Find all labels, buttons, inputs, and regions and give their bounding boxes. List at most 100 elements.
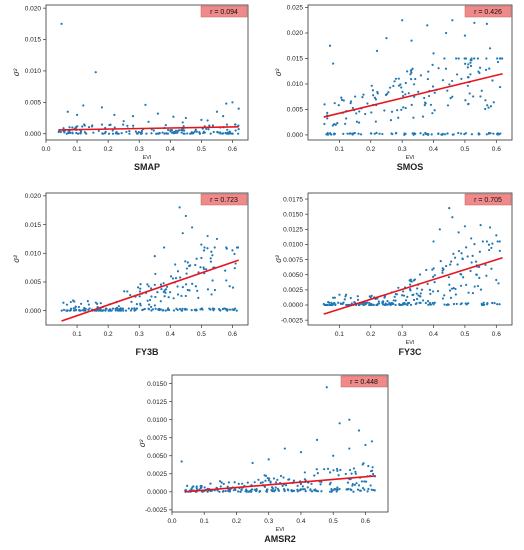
scatter-point [153, 255, 156, 258]
x-tick-label: 0.3 [135, 146, 144, 153]
scatter-point [234, 262, 237, 265]
scatter-point [350, 472, 353, 475]
scatter-point [354, 470, 357, 473]
scatter-point [446, 89, 449, 92]
scatter-point [170, 129, 174, 132]
scatter-point [499, 57, 502, 60]
x-tick-label: 0.6 [228, 146, 237, 153]
scatter-point [329, 481, 332, 484]
scatter-point [488, 47, 492, 50]
scatter-point [229, 132, 232, 135]
scatter-point [222, 489, 225, 493]
scatter-point [87, 125, 91, 129]
scatter-point [466, 84, 469, 87]
scatter-point [185, 308, 188, 311]
scatter-point [240, 488, 243, 492]
scatter-point [197, 296, 200, 299]
scatter-point [394, 299, 397, 302]
scatter-point [233, 481, 236, 484]
scatter-point [488, 226, 492, 229]
scatter-point [237, 127, 240, 131]
scatter-point [438, 228, 441, 231]
scatter-point [303, 471, 306, 474]
scatter-point [97, 309, 100, 312]
scatter-point [452, 252, 455, 255]
scatter-point [462, 276, 465, 279]
scatter-point [354, 95, 357, 98]
x-tick-label: 0.2 [366, 146, 375, 153]
scatter-point [172, 309, 176, 312]
scatter-point [336, 486, 339, 489]
scatter-point [101, 309, 104, 312]
x-tick-label: 0.2 [232, 518, 241, 525]
scatter-point [147, 120, 150, 123]
scatter-point [245, 490, 248, 493]
scatter-point [399, 83, 402, 86]
scatter-point [342, 132, 345, 135]
scatter-point [316, 472, 319, 475]
scatter-point [451, 19, 454, 22]
scatter-point [74, 305, 77, 309]
scatter-point [215, 237, 219, 241]
scatter-point [153, 304, 157, 307]
scatter-point [409, 73, 412, 76]
scatter-point [410, 103, 413, 106]
scatter-point [361, 463, 364, 466]
scatter-point [444, 31, 448, 35]
scatter-point [485, 57, 488, 60]
scatter-point [315, 438, 319, 441]
scatter-point [150, 287, 153, 290]
scatter-point [355, 120, 359, 123]
x-tick-label: 0.1 [73, 331, 82, 338]
scatter-point [432, 303, 435, 306]
scatter-point [225, 102, 228, 105]
scatter-point [413, 95, 416, 98]
scatter-point [199, 266, 202, 269]
x-tick-label: 0.2 [104, 331, 113, 338]
scatter-point [164, 309, 167, 312]
scatter-point [225, 279, 228, 282]
scatter-point [343, 298, 346, 301]
scatter-point [432, 275, 435, 278]
scatter-point [206, 288, 210, 291]
scatter-point [231, 101, 234, 104]
scatter-point [348, 447, 351, 450]
scatter-point [180, 294, 183, 298]
scatter-point [484, 68, 488, 71]
scatter-point [146, 299, 149, 302]
y-tick-label: 0.015 [287, 56, 304, 63]
scatter-point [404, 93, 407, 96]
scatter-point [127, 307, 130, 310]
scatter-point [429, 303, 433, 306]
scatter-point [374, 98, 378, 101]
x-tick-label: 0.5 [197, 331, 206, 338]
scatter-point [356, 295, 359, 298]
scatter-point [281, 484, 284, 487]
scatter-point [342, 99, 345, 102]
scatter-point [194, 285, 197, 288]
scatter-point [134, 308, 137, 312]
scatter-point [266, 476, 269, 480]
scatter-point [496, 240, 499, 243]
scatter-point [210, 293, 213, 296]
scatter-point [402, 106, 405, 109]
scatter-point [203, 486, 206, 489]
scatter-point [478, 66, 482, 69]
scatter-point [190, 308, 193, 312]
scatter-point [476, 57, 480, 60]
scatter-point [498, 85, 502, 89]
scatter-point [161, 131, 164, 134]
scatter-point [492, 132, 495, 135]
scatter-point [441, 133, 444, 136]
scatter-point [185, 272, 188, 275]
scatter-point [392, 299, 395, 302]
scatter-point [333, 296, 336, 299]
scatter-point [451, 95, 454, 98]
scatter-point [479, 95, 482, 98]
scatter-point [120, 131, 123, 135]
scatter-point [370, 469, 374, 472]
scatter-point [123, 290, 126, 293]
scatter-point [201, 308, 204, 311]
x-tick-label: 0.3 [398, 331, 407, 338]
scatter-point [455, 302, 458, 306]
